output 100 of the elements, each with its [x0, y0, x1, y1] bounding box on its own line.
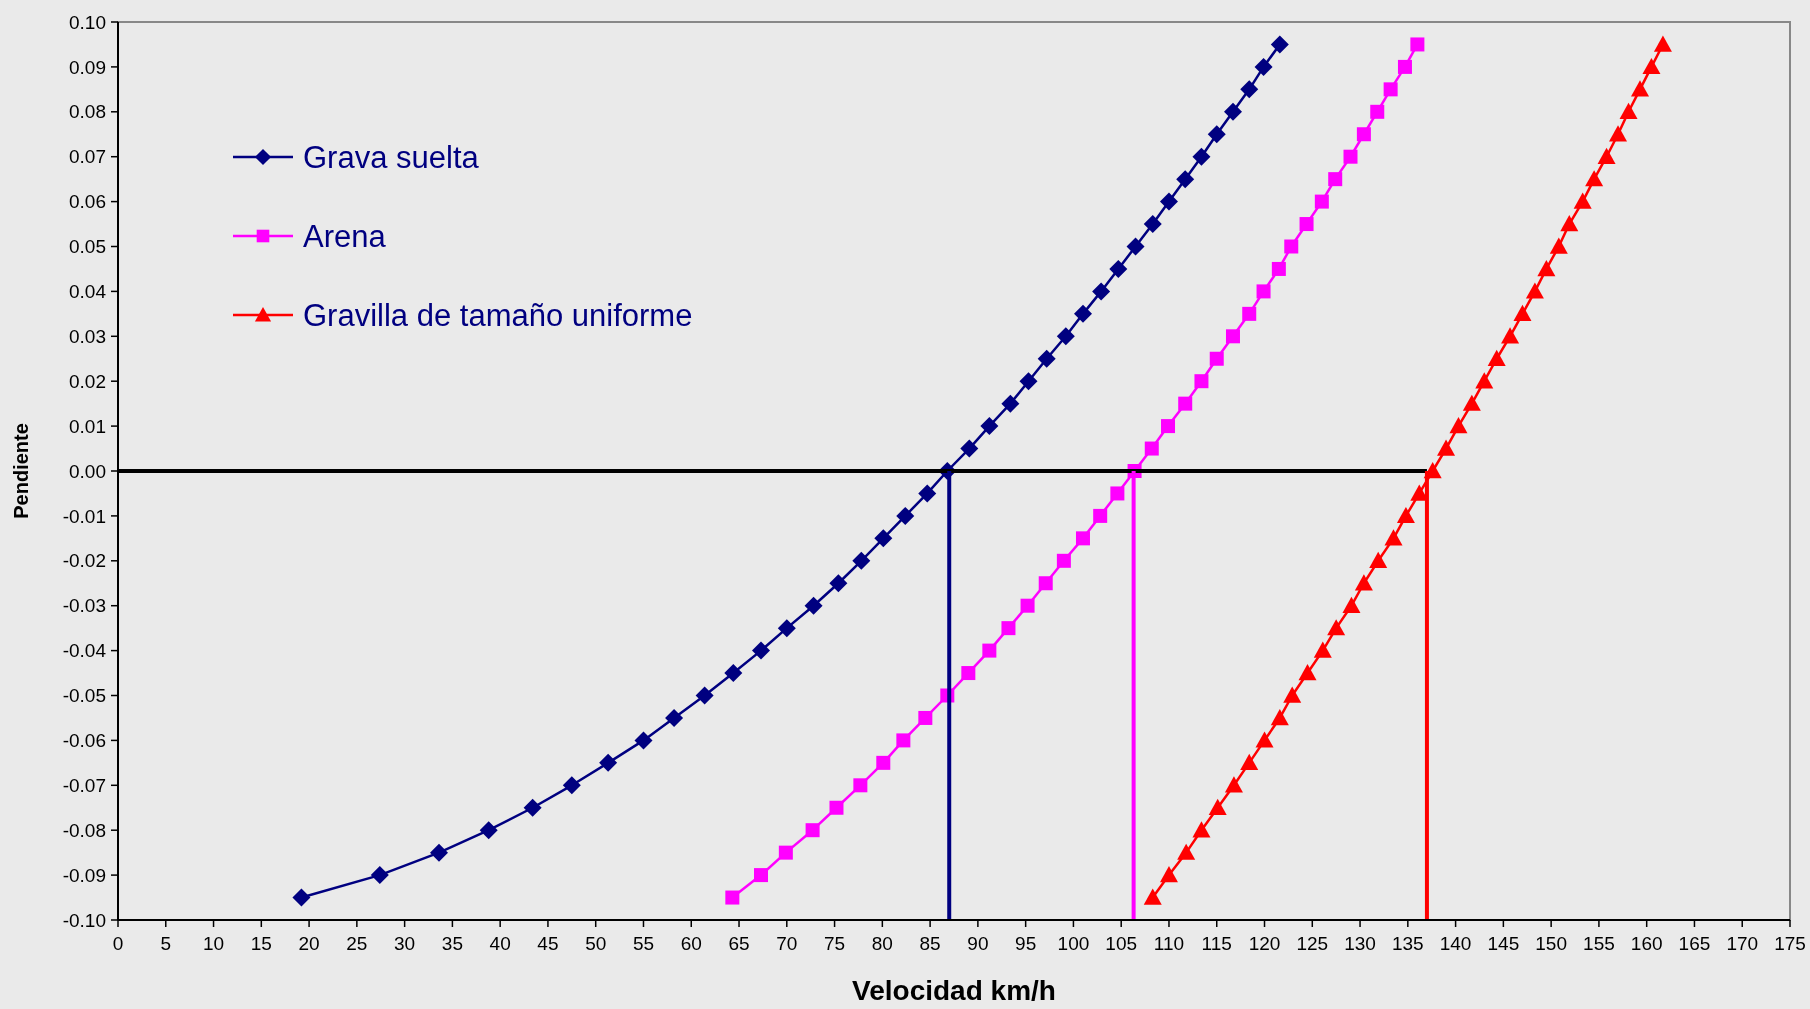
y-tick-label: -0.03: [62, 595, 106, 617]
y-tick-label: -0.10: [62, 909, 106, 931]
point: [1144, 441, 1159, 456]
point: [1001, 621, 1016, 636]
x-tick-label: 165: [1678, 933, 1711, 954]
y-tick-label: -0.08: [62, 819, 106, 841]
x-tick-label: 135: [1391, 933, 1424, 954]
y-tick-label: 0.00: [69, 460, 106, 482]
point: [1143, 215, 1162, 234]
point: [1209, 351, 1224, 366]
y-tick-label: -0.01: [62, 505, 106, 527]
point: [523, 798, 542, 817]
point: [1475, 372, 1494, 389]
point: [1176, 170, 1195, 189]
legend-label: Arena: [303, 218, 387, 254]
x-tick-label: 20: [298, 933, 320, 954]
y-tick-label: 0.06: [69, 191, 106, 213]
y-tick-label: 0.04: [69, 281, 107, 303]
point: [1284, 239, 1299, 254]
x-tick-label: 70: [776, 933, 798, 954]
y-tick-label: 0.03: [69, 325, 106, 347]
point: [562, 776, 581, 795]
x-tick-label: 90: [967, 933, 989, 954]
x-tick-label: 45: [537, 933, 559, 954]
point: [1192, 821, 1211, 838]
point: [599, 753, 618, 772]
y-tick-label: -0.02: [62, 550, 106, 572]
point: [876, 755, 891, 770]
point: [1143, 888, 1162, 905]
point: [1093, 508, 1108, 523]
point: [1254, 57, 1273, 76]
y-tick-label: 0.01: [69, 415, 106, 437]
y-tick-label: 0.05: [69, 236, 106, 258]
point: [1396, 506, 1415, 524]
point: [1410, 37, 1425, 52]
point: [1225, 329, 1240, 344]
point: [370, 866, 389, 885]
x-tick-label: 60: [680, 933, 702, 954]
point: [1327, 619, 1346, 636]
point: [896, 506, 915, 525]
x-tick-label: 80: [871, 933, 893, 954]
point: [1177, 843, 1196, 860]
point: [754, 868, 768, 883]
point: [1343, 149, 1358, 164]
point: [1437, 439, 1456, 456]
x-tick-label: 110: [1153, 933, 1185, 954]
point: [724, 664, 743, 683]
point: [1270, 35, 1289, 54]
point: [1383, 82, 1398, 97]
y-tick-label: -0.04: [62, 640, 107, 662]
point: [1240, 80, 1259, 99]
point: [874, 529, 893, 548]
point: [430, 843, 449, 862]
point: [1223, 102, 1242, 121]
x-tick-label: 0: [112, 933, 124, 954]
point: [665, 708, 684, 727]
point: [479, 821, 498, 840]
point: [1537, 259, 1556, 277]
point: [1242, 306, 1257, 321]
x-tick-label: 145: [1487, 933, 1520, 954]
point: [1525, 282, 1544, 299]
x-tick-label: 140: [1439, 933, 1472, 954]
point: [961, 666, 976, 681]
x-tick-label: 155: [1583, 933, 1615, 954]
point: [1631, 80, 1649, 97]
point: [1397, 59, 1412, 74]
point: [292, 888, 311, 907]
point: [1020, 598, 1035, 613]
point: [805, 823, 820, 838]
x-tick-label: 125: [1296, 933, 1329, 954]
point: [1255, 731, 1274, 748]
point: [982, 643, 997, 658]
point: [1270, 708, 1289, 726]
point: [1224, 776, 1243, 793]
x-tick-label: 10: [202, 933, 225, 954]
x-tick-label: 85: [919, 933, 941, 954]
point: [1314, 194, 1329, 209]
point: [1240, 753, 1259, 771]
point: [1019, 372, 1038, 391]
point: [829, 800, 844, 815]
point: [1178, 396, 1193, 411]
point: [634, 731, 653, 750]
point: [853, 778, 868, 793]
point: [1370, 104, 1385, 119]
point: [1585, 170, 1604, 187]
x-tick-label: 40: [489, 933, 511, 954]
x-tick-label: 130: [1344, 933, 1376, 954]
point: [1161, 419, 1176, 434]
point: [1354, 574, 1373, 591]
point: [1208, 798, 1227, 815]
point: [1609, 125, 1628, 142]
point: [918, 710, 933, 725]
x-tick-label: 65: [728, 933, 750, 954]
x-tick-label: 5: [160, 933, 172, 954]
x-tick-label: 105: [1105, 933, 1138, 954]
point: [1384, 529, 1403, 546]
point: [1549, 237, 1568, 254]
point: [896, 733, 911, 748]
x-tick-label: 15: [250, 933, 272, 954]
point: [1328, 172, 1343, 187]
